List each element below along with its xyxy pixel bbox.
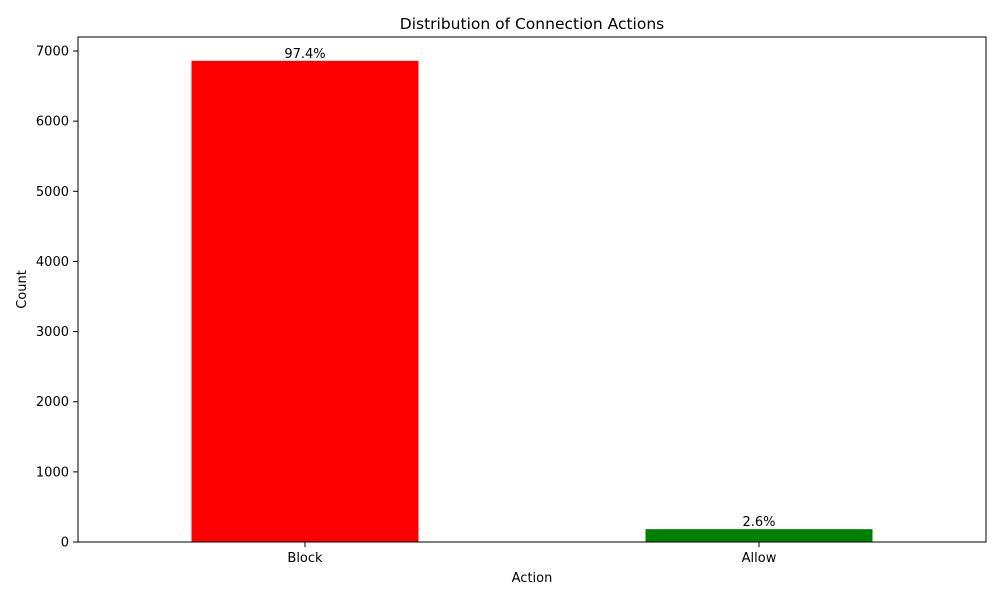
x-tick-label: Allow (742, 551, 777, 566)
y-axis: 0 1000 2000 3000 4000 5000 6000 7000 (36, 45, 78, 551)
y-tick-label: 7000 (36, 45, 69, 60)
y-tick-label: 2000 (36, 395, 69, 410)
x-axis: Block Allow (287, 542, 777, 566)
bar-labels: 97.4% 2.6% (284, 47, 775, 530)
bar-block (191, 60, 419, 542)
bar-value-label: 2.6% (742, 515, 775, 530)
bars (191, 60, 873, 542)
y-tick-label: 3000 (36, 325, 69, 340)
plot-frame (77, 36, 987, 543)
y-tick-label: 1000 (36, 465, 69, 480)
chart-title: Distribution of Connection Actions (400, 15, 664, 33)
y-axis-label: Count (15, 270, 30, 309)
y-tick-label: 5000 (36, 185, 69, 200)
x-axis-label: Action (512, 571, 553, 586)
x-tick-label: Block (287, 551, 323, 566)
bar-value-label: 97.4% (284, 47, 325, 62)
y-tick-label: 4000 (36, 255, 69, 270)
bar-allow (645, 529, 873, 542)
y-tick-label: 6000 (36, 115, 69, 130)
y-tick-label: 0 (61, 536, 69, 551)
